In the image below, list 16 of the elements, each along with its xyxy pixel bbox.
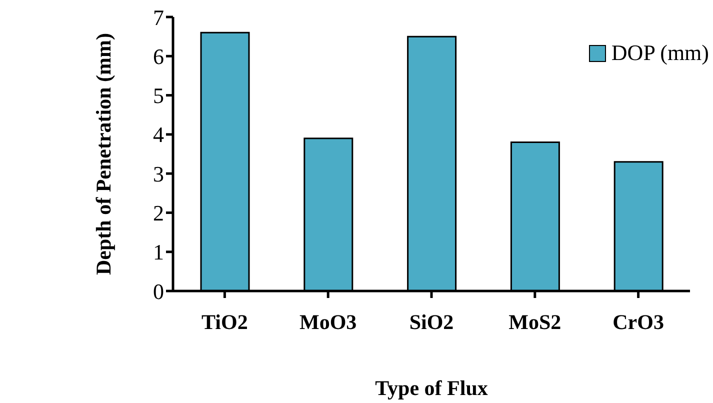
y-tick-label: 2 bbox=[153, 200, 164, 226]
x-axis-title: Type of Flux bbox=[375, 376, 488, 400]
x-tick-label: MoS2 bbox=[508, 310, 562, 334]
x-tick-label: TiO2 bbox=[202, 310, 248, 334]
x-tick-label: SiO2 bbox=[409, 310, 454, 334]
legend-label: DOP (mm) bbox=[611, 40, 709, 66]
y-tick-label: 7 bbox=[153, 4, 164, 30]
y-tick-label: 6 bbox=[153, 44, 164, 69]
y-tick-label: 1 bbox=[153, 240, 164, 265]
y-tick-label: 5 bbox=[153, 83, 164, 108]
y-tick-label: 4 bbox=[153, 122, 164, 148]
x-tick-label: MoO3 bbox=[300, 310, 357, 334]
y-tick-label: 0 bbox=[153, 278, 164, 304]
y-tick-label: 3 bbox=[153, 161, 164, 186]
x-tick-label: CrO3 bbox=[612, 310, 664, 334]
y-axis-title: Depth of Penetration (mm) bbox=[91, 32, 116, 276]
